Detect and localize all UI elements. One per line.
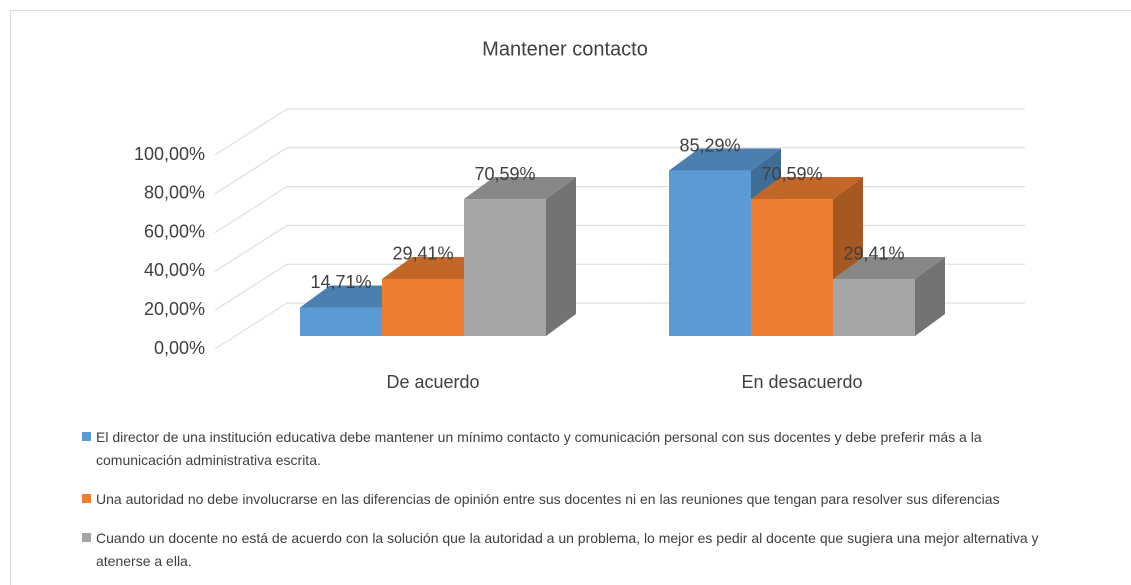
legend-item: Una autoridad no debe involucrarse en la… <box>82 488 1067 511</box>
bar <box>382 278 464 336</box>
legend-swatch <box>82 432 91 441</box>
bar-top <box>833 256 945 279</box>
bar-top <box>751 177 863 200</box>
bar <box>751 199 833 336</box>
bar-side <box>915 256 945 336</box>
y-tick-label: 60,00% <box>144 221 205 241</box>
grid-line <box>214 108 1025 156</box>
x-tick-label: De acuerdo <box>386 372 479 392</box>
grid-line <box>214 147 1025 195</box>
bar <box>669 170 751 336</box>
bar-top <box>464 177 576 200</box>
bar-side <box>546 177 576 336</box>
data-label: 70,59% <box>761 164 822 184</box>
legend: El director de una institución educativa… <box>82 426 1067 585</box>
legend-label: Una autoridad no debe involucrarse en la… <box>96 491 1000 507</box>
legend-item: El director de una institución educativa… <box>82 426 1067 472</box>
legend-item: Cuando un docente no está de acuerdo con… <box>82 527 1067 573</box>
data-label: 29,41% <box>392 244 453 264</box>
data-label: 29,41% <box>843 244 904 264</box>
y-tick-label: 20,00% <box>144 299 205 319</box>
bar <box>464 199 546 336</box>
bar-top <box>669 148 781 171</box>
bar <box>833 278 915 336</box>
chart-title: Mantener contacto <box>482 38 648 60</box>
chart-frame <box>10 10 1131 585</box>
legend-swatch <box>82 494 91 503</box>
y-tick-label: 100,00% <box>134 144 205 164</box>
legend-label: El director de una institución educativa… <box>96 429 982 468</box>
legend-swatch <box>82 533 91 542</box>
data-label: 85,29% <box>679 135 740 155</box>
data-label: 14,71% <box>310 272 371 292</box>
y-tick-label: 80,00% <box>144 183 205 203</box>
bar <box>300 307 382 336</box>
legend-label: Cuando un docente no está de acuerdo con… <box>96 530 1039 569</box>
data-label: 70,59% <box>474 164 535 184</box>
y-tick-label: 0,00% <box>154 338 205 358</box>
x-tick-label: En desacuerdo <box>741 372 862 392</box>
y-tick-label: 40,00% <box>144 260 205 280</box>
